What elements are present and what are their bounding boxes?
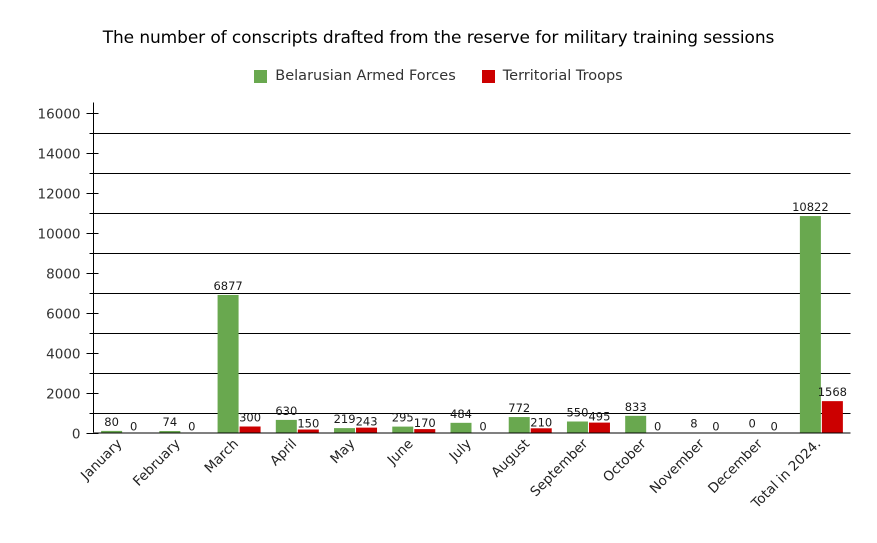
bar[interactable] [334, 428, 356, 433]
bar[interactable] [275, 419, 297, 433]
bar[interactable] [392, 426, 414, 433]
bar-value-label: 0 [712, 420, 719, 434]
x-tick-label: October [600, 436, 650, 486]
x-axis-labels: January February March April May June July Augu… [77, 436, 824, 513]
bar[interactable] [588, 422, 610, 433]
y-tick-label: 4000 [46, 347, 80, 363]
bar-value-label: 0 [188, 420, 195, 434]
bar-value-label: 8 [690, 416, 697, 430]
x-tick-label: January [77, 436, 125, 484]
y-tick-label: 14000 [38, 147, 81, 163]
bar[interactable] [821, 401, 843, 433]
bar[interactable] [625, 415, 647, 433]
bar-value-label: 243 [356, 415, 378, 429]
x-tick-label: July [446, 436, 475, 465]
bars-layer [101, 216, 843, 433]
bar-value-label: 0 [479, 420, 486, 434]
axis-lines [92, 102, 851, 434]
y-tick-label: 10000 [38, 227, 81, 243]
bar-value-label: 74 [163, 415, 178, 429]
legend-swatch-green [254, 69, 268, 83]
bar-value-label: 1568 [818, 385, 847, 399]
bar-value-label: 495 [588, 410, 610, 424]
y-tick-label: 8000 [46, 267, 80, 283]
bar-value-label: 772 [508, 401, 530, 415]
bar[interactable] [508, 417, 530, 433]
bar-value-label: 300 [239, 411, 261, 425]
bar-value-label: 10822 [792, 200, 829, 214]
bar-value-label: 484 [450, 407, 472, 421]
x-tick-label: March [201, 436, 241, 476]
bar-value-label: 550 [566, 406, 588, 420]
bar[interactable] [239, 426, 261, 433]
x-tick-label: September [527, 436, 591, 500]
legend-swatch-red [481, 69, 495, 83]
x-tick-label: August [488, 436, 533, 481]
y-tick-label: 12000 [38, 187, 81, 203]
legend-item-belarusian-armed-forces[interactable]: Belarusian Armed Forces [254, 68, 456, 84]
bar-value-label: 6877 [213, 279, 242, 293]
x-tick-label: May [327, 436, 358, 467]
bar[interactable] [414, 429, 436, 433]
bar-value-label: 833 [625, 400, 647, 414]
bar[interactable] [159, 431, 181, 433]
bar-value-label: 80 [104, 415, 119, 429]
legend-item-territorial-troops[interactable]: Territorial Troops [481, 68, 623, 84]
bar-value-label: 0 [770, 420, 777, 434]
bar-value-label: 0 [654, 420, 661, 434]
bar[interactable] [530, 428, 552, 433]
legend-label-territorial-troops: Territorial Troops [502, 68, 623, 84]
bar-value-label: 630 [275, 404, 297, 418]
y-axis-ticks: 0 2000 4000 6000 8000 10000 12000 14000 16000 [38, 107, 99, 443]
chart-title: The number of conscripts drafted from th… [102, 28, 775, 48]
bar-value-label: 0 [130, 420, 137, 434]
bar[interactable] [799, 216, 821, 433]
bar-value-label: 219 [334, 412, 356, 426]
y-tick-label: 16000 [38, 107, 81, 123]
y-tick-label: 2000 [46, 387, 80, 403]
x-tick-label: November [647, 436, 708, 497]
bar-value-label: 0 [748, 417, 755, 431]
bar[interactable] [356, 427, 378, 433]
bar[interactable] [450, 422, 472, 433]
bar-value-label: 295 [392, 411, 414, 425]
x-tick-label: June [384, 436, 417, 469]
bar[interactable] [217, 294, 239, 433]
x-tick-label: April [267, 436, 300, 469]
bar[interactable] [101, 430, 123, 433]
grid-lines [93, 133, 851, 414]
chart-legend: Belarusian Armed Forces Territorial Troo… [0, 68, 877, 84]
y-tick-label: 0 [72, 427, 81, 443]
bar[interactable] [297, 429, 319, 433]
bar-value-label: 150 [297, 417, 319, 431]
x-tick-label: December [705, 436, 766, 497]
legend-label-belarusian-armed-forces: Belarusian Armed Forces [275, 68, 456, 84]
bar-value-label: 170 [414, 416, 436, 430]
x-tick-label: February [130, 436, 184, 490]
bar-value-label: 210 [530, 415, 552, 429]
y-tick-label: 6000 [46, 307, 80, 323]
bar[interactable] [566, 421, 588, 433]
